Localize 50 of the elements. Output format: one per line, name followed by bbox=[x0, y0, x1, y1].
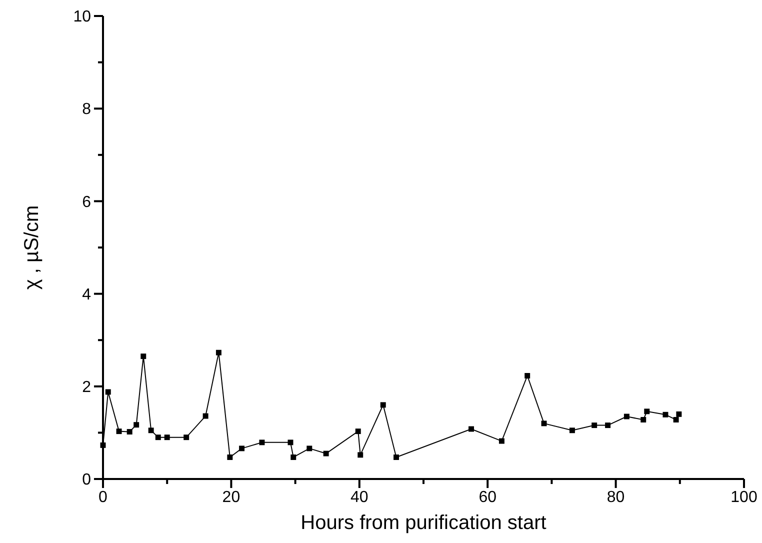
point bbox=[202, 413, 208, 419]
point bbox=[358, 452, 364, 458]
point bbox=[134, 422, 140, 428]
point bbox=[524, 373, 530, 378]
point bbox=[290, 454, 296, 460]
point bbox=[673, 416, 679, 422]
y-tick-label: 8 bbox=[82, 101, 92, 118]
x-tick-label: 20 bbox=[222, 489, 240, 506]
y-tick-label: 4 bbox=[82, 286, 92, 304]
point bbox=[288, 440, 294, 446]
x-tick-label: 100 bbox=[730, 489, 758, 506]
point bbox=[306, 446, 312, 452]
point bbox=[605, 422, 611, 428]
y-tick-label: 6 bbox=[82, 194, 92, 211]
y-axis-title: χ , µS/cm bbox=[21, 205, 43, 290]
point bbox=[644, 408, 650, 414]
point bbox=[155, 434, 161, 440]
point bbox=[355, 428, 361, 434]
point bbox=[259, 440, 265, 446]
point bbox=[676, 411, 682, 417]
point bbox=[468, 426, 474, 432]
point bbox=[662, 412, 668, 418]
x-tick-label: 80 bbox=[606, 489, 625, 506]
point bbox=[164, 434, 170, 440]
x-tick-label: 0 bbox=[98, 489, 108, 506]
point bbox=[239, 446, 245, 452]
point bbox=[100, 442, 106, 448]
y-tick-label: 0 bbox=[82, 472, 92, 489]
y-tick-label: 10 bbox=[73, 8, 92, 26]
point bbox=[394, 454, 399, 460]
x-tick-label: 40 bbox=[350, 489, 368, 506]
point bbox=[569, 428, 575, 434]
y-tick-label: 2 bbox=[82, 379, 92, 396]
point bbox=[380, 402, 386, 408]
x-axis-title: Hours from purification start bbox=[300, 512, 547, 534]
point bbox=[498, 438, 504, 444]
point bbox=[116, 428, 122, 434]
point bbox=[323, 450, 329, 456]
point bbox=[624, 414, 630, 420]
point bbox=[227, 454, 233, 460]
point bbox=[126, 429, 132, 435]
point bbox=[541, 420, 547, 426]
point bbox=[640, 416, 646, 422]
point bbox=[148, 428, 154, 434]
point bbox=[105, 389, 111, 395]
point bbox=[184, 434, 190, 440]
x-tick-label: 60 bbox=[478, 489, 497, 506]
point bbox=[592, 422, 598, 428]
point bbox=[216, 350, 222, 356]
point bbox=[140, 354, 146, 360]
